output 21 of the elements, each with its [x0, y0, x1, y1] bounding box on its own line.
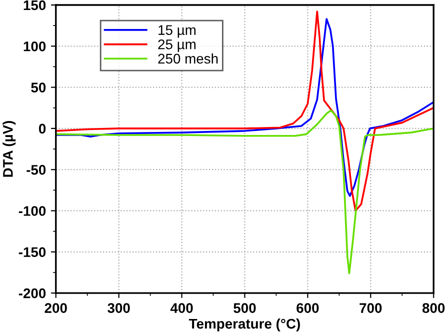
- x-tick-label: 500: [234, 303, 256, 313]
- x-tick-label: 200: [44, 303, 67, 313]
- x-tick-label: 800: [422, 303, 445, 313]
- y-tick-label: -200: [18, 288, 46, 298]
- x-tick-label: 700: [360, 303, 382, 313]
- x-tick-label: 600: [296, 303, 319, 313]
- x-axis-title: Temperature (°C): [188, 318, 300, 332]
- y-tick-label: 100: [24, 41, 46, 52]
- y-tick-label: 0: [38, 124, 46, 134]
- x-tick-label: 400: [170, 303, 193, 313]
- legend-label: 250 mesh: [158, 53, 218, 64]
- legend-label: 15 µm: [158, 25, 196, 38]
- y-tick-label: -100: [18, 206, 46, 216]
- line-series: [56, 109, 434, 274]
- y-tick-label: 150: [24, 0, 46, 10]
- x-tick-label: 300: [108, 303, 130, 313]
- y-axis-title: DTA (µV): [2, 121, 16, 177]
- y-tick-label: -150: [18, 247, 46, 258]
- legend-label: 25 µm: [158, 39, 196, 52]
- y-tick-label: -50: [26, 164, 46, 175]
- y-tick-label: 50: [31, 82, 46, 92]
